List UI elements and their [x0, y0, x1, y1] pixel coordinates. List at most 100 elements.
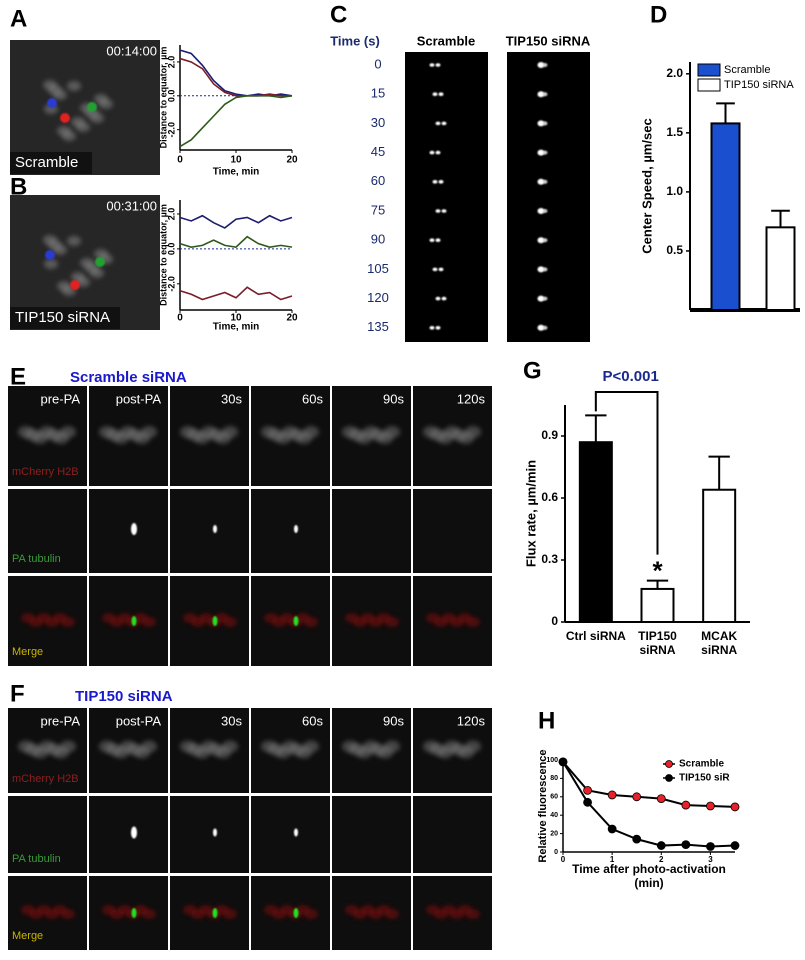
signal — [441, 296, 447, 301]
bar — [710, 122, 741, 311]
condition-label: TIP150 siRNA — [15, 309, 110, 326]
column-header: Time (s) — [330, 33, 380, 48]
series-line — [179, 214, 293, 229]
legend-swatch — [697, 63, 721, 77]
data-point — [706, 842, 715, 851]
signal — [294, 525, 298, 533]
signal — [60, 426, 76, 438]
signal — [142, 909, 156, 919]
y-axis-label: Center Speed, µm/sec — [639, 118, 654, 253]
column-header: TIP150 siRNA — [506, 33, 591, 48]
signal — [53, 90, 67, 100]
data-point — [632, 792, 642, 802]
signal — [293, 616, 299, 626]
x-tick-label: TIP150 siRNA — [638, 629, 677, 657]
column-header: 30s — [221, 713, 242, 728]
data-point — [730, 841, 740, 850]
signal — [67, 81, 81, 91]
signal — [131, 616, 137, 626]
micrograph — [8, 796, 87, 873]
x-tick-label: Ctrl siRNA — [565, 629, 626, 643]
signal — [70, 280, 80, 290]
signal — [435, 150, 441, 155]
micrograph — [89, 796, 168, 873]
time-label: 120 — [367, 290, 389, 305]
y-tick-label: -2.0 — [166, 276, 176, 292]
x-axis-label: Time, min — [213, 322, 260, 333]
y-axis-label: Relative fluorescence — [537, 749, 549, 862]
signal — [432, 92, 438, 96]
panel-label: A — [10, 5, 27, 32]
timestamp: 00:31:00 — [106, 198, 157, 213]
signal — [537, 237, 545, 244]
signal — [87, 102, 97, 112]
micrograph — [332, 489, 411, 573]
time-label: 0 — [374, 56, 381, 71]
x-tick-label: 20 — [286, 155, 298, 166]
column-header: pre-PA — [41, 391, 81, 406]
signal — [537, 91, 545, 98]
signal — [537, 324, 545, 331]
series-line — [179, 49, 293, 97]
signal — [432, 180, 438, 184]
micrograph — [413, 796, 492, 873]
signal — [61, 617, 75, 627]
column-header: 90s — [383, 713, 404, 728]
y-tick-label: 20 — [550, 830, 558, 837]
signal — [537, 62, 545, 68]
y-tick-label: 1.0 — [666, 184, 683, 198]
signal — [432, 267, 438, 272]
micrograph — [170, 489, 249, 573]
panel-label: D — [650, 1, 667, 28]
data-point — [632, 834, 642, 844]
data-point — [681, 840, 691, 850]
row-label: Merge — [12, 646, 43, 658]
column-header: 60s — [302, 391, 323, 406]
y-tick-label: 0.3 — [541, 552, 558, 566]
row-label: mCherry H2B — [12, 466, 79, 478]
series-line — [179, 235, 293, 248]
signal — [212, 616, 218, 626]
data-point — [681, 800, 691, 810]
condition-label: Scramble — [15, 154, 78, 171]
panel-label: F — [10, 680, 25, 707]
signal — [542, 296, 548, 301]
signal — [53, 245, 67, 255]
y-tick-label: 0.9 — [541, 428, 558, 442]
signal — [67, 236, 81, 246]
signal — [303, 426, 319, 438]
signal — [62, 131, 76, 141]
time-label: 15 — [371, 86, 385, 101]
signal — [537, 149, 545, 156]
signal — [429, 326, 435, 330]
signal — [131, 523, 137, 535]
signal — [213, 828, 217, 837]
signal — [429, 238, 435, 242]
y-axis-label: Distance to equator, µm — [158, 47, 168, 149]
signal — [60, 113, 70, 123]
panel-label: C — [330, 1, 347, 28]
signal — [294, 828, 298, 837]
row-label: PA tubulin — [12, 853, 61, 865]
panel-label: E — [10, 363, 26, 390]
time-label: 30 — [371, 115, 385, 130]
signal — [542, 92, 548, 97]
bar — [765, 226, 796, 311]
signal — [293, 908, 299, 918]
y-tick-label: 1.5 — [666, 125, 683, 139]
data-point — [706, 801, 715, 811]
signal — [542, 63, 548, 67]
signal — [212, 908, 218, 918]
x-axis-label: Time after photo-activation (min) — [572, 862, 726, 890]
signal — [90, 268, 104, 278]
series-line — [179, 57, 292, 97]
column-header: Scramble — [417, 33, 476, 48]
x-tick-label: 0 — [561, 855, 566, 864]
signal — [223, 909, 237, 919]
legend-label: TIP150 siRNA — [724, 79, 794, 91]
signal — [303, 740, 319, 753]
time-label: 105 — [367, 261, 389, 276]
y-tick-label: 0.6 — [541, 490, 558, 504]
panel-label: G — [523, 357, 542, 384]
